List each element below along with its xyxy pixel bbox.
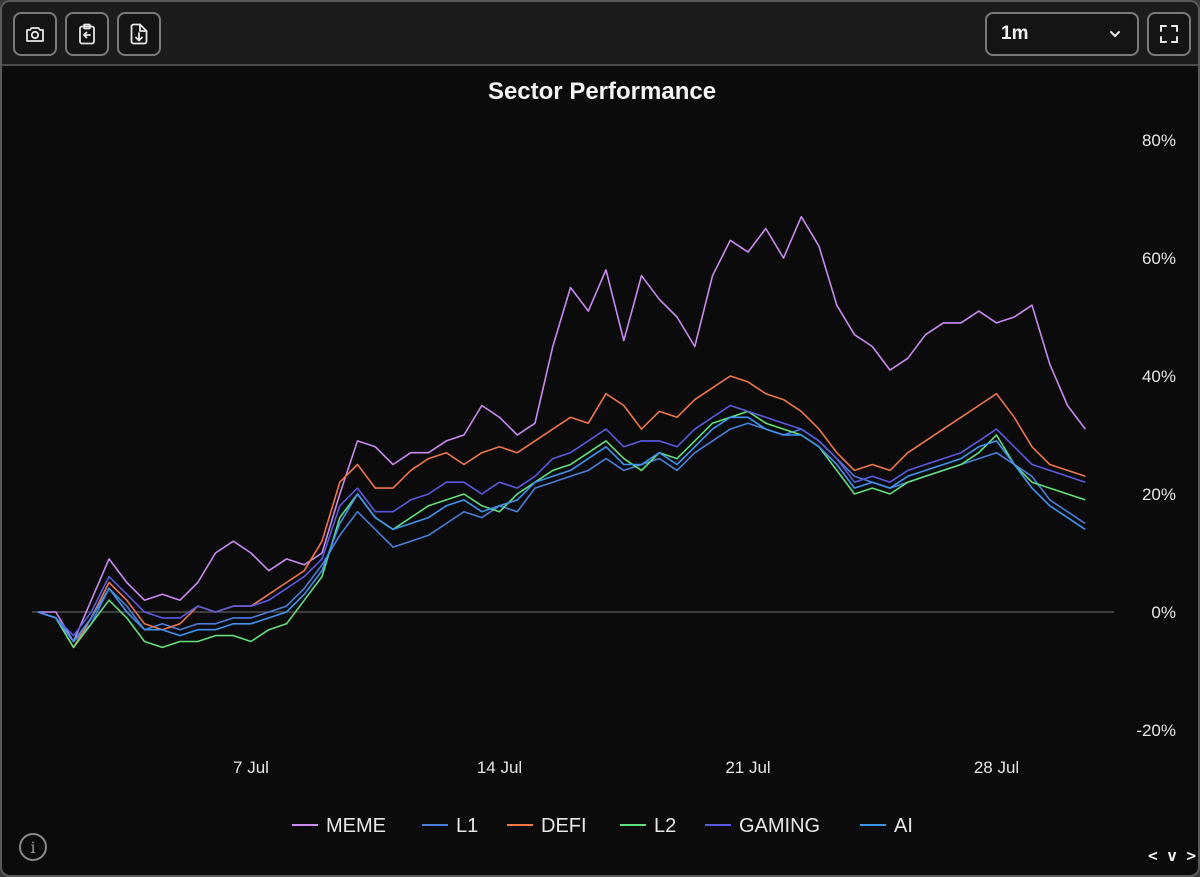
legend-label: L1 [456,815,478,837]
chart-title: Sector Performance [487,78,717,105]
series-line-defi [37,375,1086,649]
download-icon [130,23,148,45]
legend: MEME L1 DEFI L2 GAMING AI [292,815,913,837]
x-tick-label: 14 Jul [477,758,522,777]
chevron-down-icon [1110,31,1120,37]
download-button[interactable] [117,12,161,56]
copy-button[interactable] [65,12,109,56]
legend-item-gaming: GAMING [705,815,820,837]
y-tick-label: 60% [1142,249,1176,268]
camera-icon [26,27,44,42]
series-line-l2 [37,410,1086,649]
legend-label: DEFI [541,815,587,837]
x-tick-label: 21 Jul [725,758,770,777]
fullscreen-button[interactable] [1147,12,1191,56]
range-select-value: 1m [1001,23,1029,44]
code-toggle[interactable]: < v > [1148,846,1197,865]
legend-item-l2: L2 [620,815,676,837]
legend-label: MEME [326,815,386,837]
x-tick-label: 28 Jul [974,758,1019,777]
series-line-ai [37,416,1086,643]
legend-label: GAMING [739,815,820,837]
legend-item-defi: DEFI [507,815,587,837]
legend-item-ai: AI [860,815,913,837]
legend-item-l1: L1 [422,815,478,837]
series-group [37,215,1086,649]
y-tick-label: 80% [1142,131,1176,150]
y-tick-label: 20% [1142,485,1176,504]
info-icon[interactable]: i [19,833,47,861]
legend-label: AI [894,815,913,837]
toolbar: 1m [2,2,1198,66]
line-chart: -20% 0% 20% 40% 60% 80% 7 Jul 14 Jul 21 Jul 28 Ju… [32,131,1176,837]
clipboard-icon [79,23,95,45]
range-select[interactable]: 1m [985,12,1139,56]
series-line-meme [38,215,1086,643]
y-tick-label: 40% [1142,367,1176,386]
legend-label: L2 [654,815,676,837]
y-tick-label: 0% [1151,603,1176,622]
y-tick-label: -20% [1136,721,1176,740]
legend-item-meme: MEME [292,815,386,837]
fullscreen-icon [1160,25,1178,43]
x-tick-label: 7 Jul [233,758,269,777]
screenshot-button[interactable] [13,12,57,56]
series-line-gaming [37,404,1086,637]
